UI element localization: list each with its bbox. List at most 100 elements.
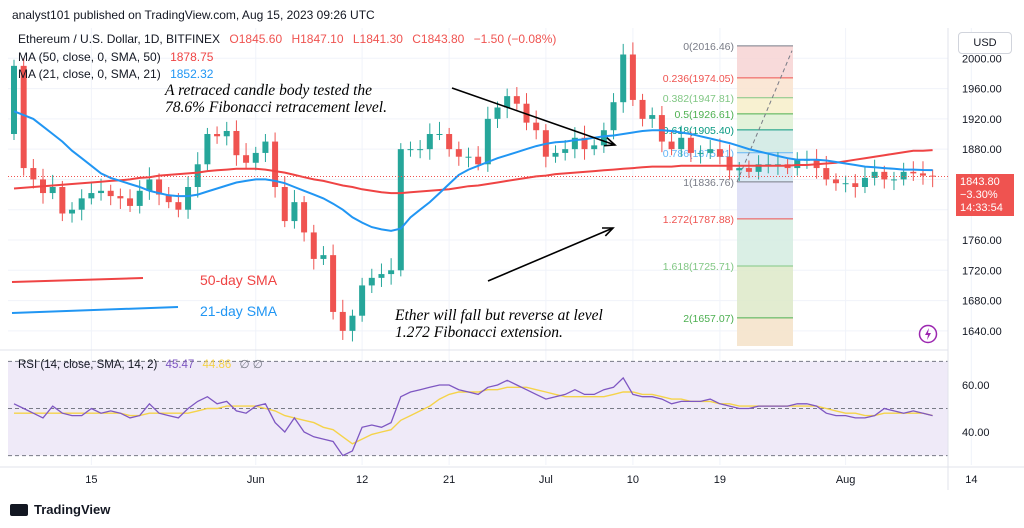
bar-countdown: 14:33:54 [960, 202, 1003, 214]
ohlc-low: L1841.30 [352, 32, 403, 46]
ma50-value: 1878.75 [170, 50, 214, 64]
fib-zone [737, 218, 793, 266]
price-tick-label: 1920.00 [962, 114, 1002, 126]
candle-body [745, 168, 752, 172]
ohlc-close: C1843.80 [412, 32, 465, 46]
fib-trend-line [736, 50, 793, 183]
candle-body [20, 65, 27, 169]
arrow-to-786-level [451, 87, 616, 146]
candle-body [832, 179, 839, 184]
price-tick-label: 1960.00 [962, 84, 1002, 96]
candle-body [861, 177, 868, 187]
fib-level-label: 1.618(1725.71) [663, 261, 734, 273]
candle-body [794, 159, 801, 169]
candle-body [475, 156, 482, 165]
fib-zone [737, 113, 793, 130]
candle-body [562, 149, 569, 153]
rsi-legend[interactable]: RSI (14, close, SMA, 14, 2) 45.47 44.86 … [18, 357, 268, 371]
candle-body [668, 141, 675, 150]
candle-body [716, 149, 723, 157]
candle-body [136, 190, 143, 206]
candle-body [310, 232, 317, 259]
currency-button[interactable]: USD [958, 32, 1012, 54]
time-tick-label: Aug [836, 474, 856, 486]
rsi-label: RSI (14, close, SMA, 14, 2) [18, 359, 158, 371]
fib-level-label: 2(1657.07) [683, 313, 734, 325]
candle-body [78, 198, 85, 210]
sma50-label: 50-day SMA [200, 272, 278, 288]
rsi-sma-value: 44.86 [202, 359, 232, 371]
candle-body [852, 183, 859, 187]
candle-body [591, 145, 598, 150]
candle-body [301, 202, 308, 233]
candle-body [533, 122, 540, 131]
annotation-bottom-line1: Ether will fall but reverse at level [395, 307, 603, 324]
time-tick-label: 12 [356, 474, 368, 486]
time-tick-label: 19 [714, 474, 726, 486]
candle-body [339, 311, 346, 331]
price-tick-label: 1680.00 [962, 296, 1002, 308]
candle-body [610, 102, 617, 131]
candle-body [620, 54, 627, 103]
candle-body [204, 134, 211, 165]
fib-zone [737, 97, 793, 114]
ma21-legend[interactable]: MA (21, close, 0, SMA, 21) 1852.32 [18, 67, 219, 81]
last-price-tag: 1843.80 −3.30% 14:33:54 [956, 174, 1014, 216]
candle-body [436, 134, 443, 135]
fib-zone [737, 265, 793, 318]
candle-body [30, 168, 37, 180]
annotation-top-line2: 78.6% Fibonacci retracement level. [165, 99, 387, 116]
candle-body [552, 152, 559, 157]
ohlc-open: O1845.60 [229, 32, 283, 46]
candle-body [127, 198, 134, 206]
candle-body [272, 141, 279, 187]
time-tick-label: Jul [539, 474, 553, 486]
tradingview-logo[interactable]: TradingView [10, 502, 110, 517]
candle-body [330, 255, 337, 312]
candle-body [900, 171, 907, 180]
last-price: 1843.80 [960, 176, 1000, 188]
fib-zone [737, 45, 793, 78]
candle-body [262, 141, 269, 153]
candle-body [697, 152, 704, 154]
candle-body [581, 137, 588, 150]
ohlc-high: H1847.10 [291, 32, 344, 46]
candle-body [881, 171, 888, 180]
publisher-bar: analyst101 published on TradingView.com,… [0, 0, 1024, 28]
annotation-arrows [451, 87, 617, 282]
candle-body [11, 65, 17, 134]
fib-level-label: 0.236(1974.05) [663, 73, 734, 85]
last-price-change: −3.30% [960, 189, 998, 201]
candle-body [388, 270, 395, 275]
candle-body [890, 179, 897, 181]
fib-zone [737, 317, 793, 346]
candle-body [513, 96, 520, 104]
candle-body [175, 202, 182, 210]
ma50-legend[interactable]: MA (50, close, 0, SMA, 50) 1878.75 [18, 50, 219, 64]
candle-body [774, 164, 781, 166]
fib-level-label: 1.272(1787.88) [663, 214, 734, 226]
candle-body [687, 137, 694, 153]
lightning-icon[interactable] [918, 324, 938, 344]
candle-body [639, 99, 646, 119]
time-tick-label: 14 [965, 474, 977, 486]
candle-body [658, 115, 665, 142]
fib-zone [737, 181, 793, 219]
candle-body [504, 96, 511, 108]
rsi-value: 45.47 [165, 359, 195, 371]
candle-body [465, 156, 472, 158]
price-tick-label: 1760.00 [962, 235, 1002, 247]
price-tick-label: 1720.00 [962, 265, 1002, 277]
candle-body [194, 164, 201, 187]
candle-body [494, 107, 501, 119]
candle-body [165, 194, 172, 203]
fib-zone [737, 77, 793, 98]
candle-body [320, 255, 327, 259]
price-tick-label: 1880.00 [962, 144, 1002, 156]
candle-body [368, 277, 375, 286]
fib-level-label: 0.382(1947.81) [663, 93, 734, 105]
annotation-bottom-line2: 1.272 Fibonacci extension. [395, 324, 563, 341]
sma21-legend-line [11, 306, 179, 314]
